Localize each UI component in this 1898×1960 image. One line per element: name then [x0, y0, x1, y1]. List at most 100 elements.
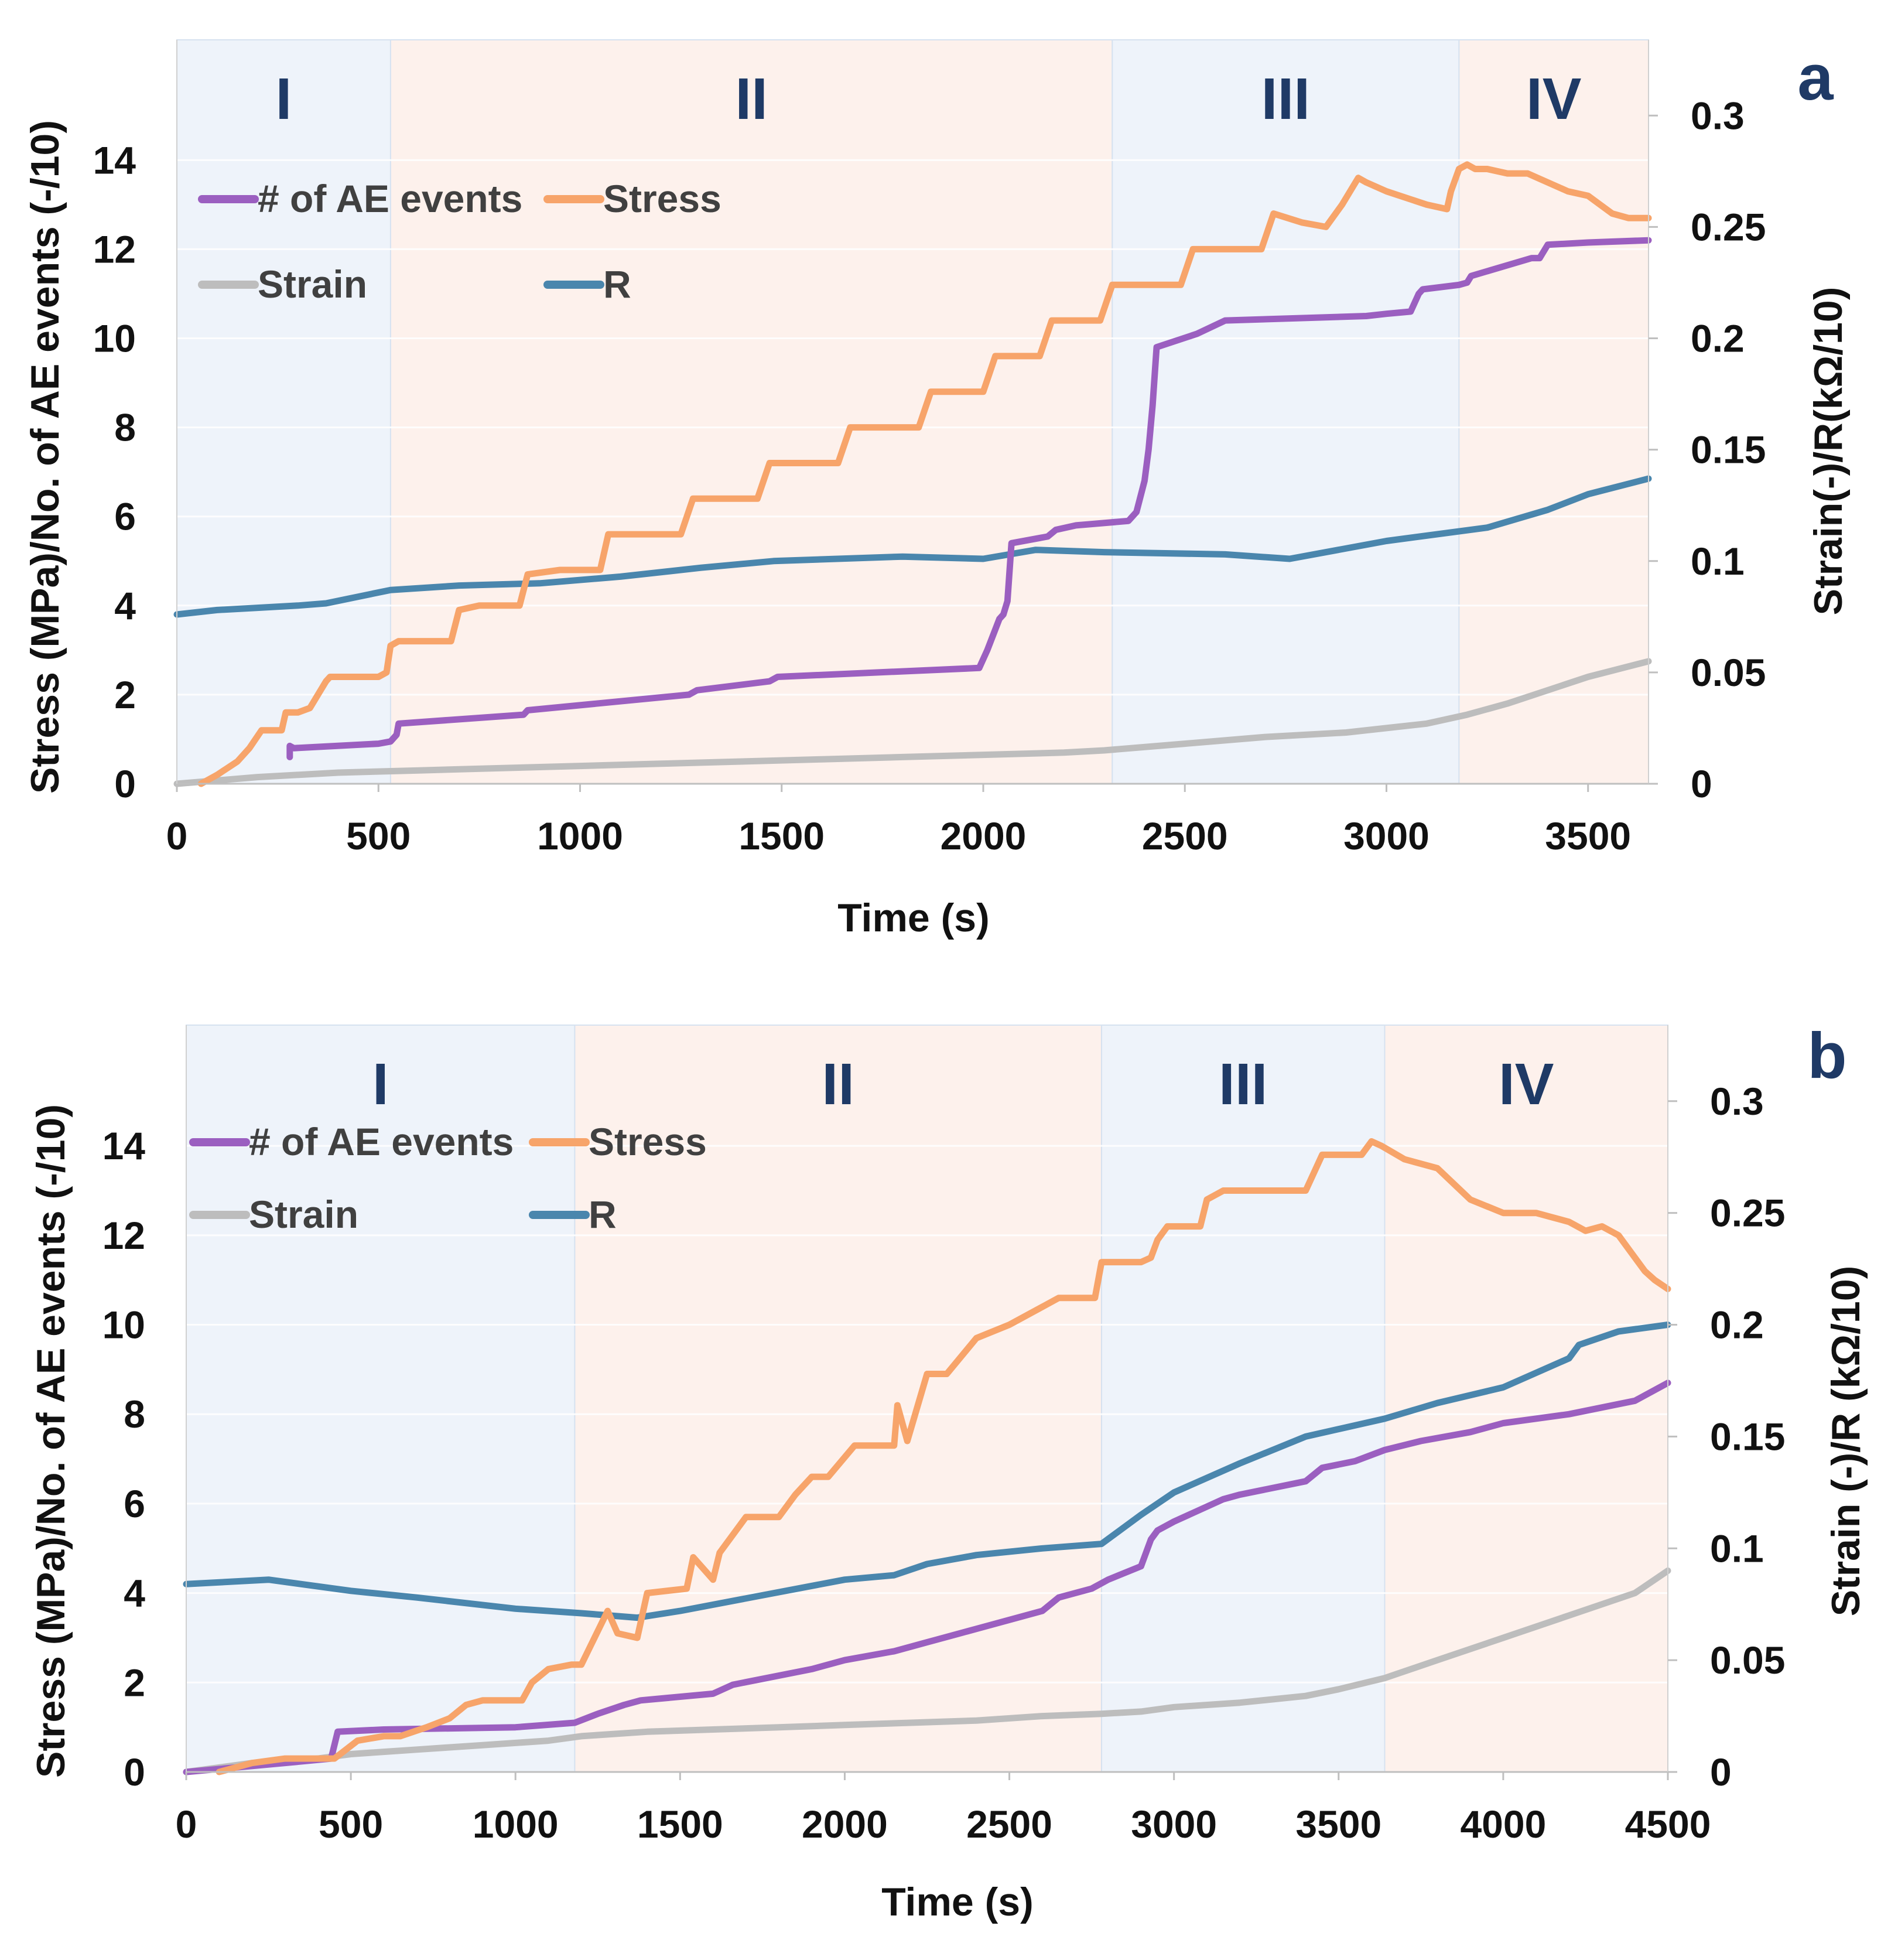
x-tick-label: 2000	[941, 814, 1027, 858]
x-tick-label: 1000	[473, 1802, 559, 1846]
series-line-r	[183, 1322, 1671, 1621]
right-y-tick-label: 0.25	[1710, 1191, 1785, 1235]
right-y-tick-label: 0.15	[1710, 1415, 1785, 1458]
series-lines	[183, 1138, 1671, 1775]
phase-label-I: I	[372, 1051, 389, 1117]
left-y-tick-label: 6	[124, 1482, 145, 1525]
left-y-tick-label: 2	[124, 1661, 145, 1704]
x-axis-title: Time (s)	[837, 896, 989, 940]
x-tick-label: 4000	[1460, 1802, 1546, 1846]
phase-region-II	[574, 1025, 1102, 1773]
phase-region-IV	[1458, 39, 1649, 784]
x-tick-label: 3500	[1545, 814, 1631, 858]
left-y-tick-label: 10	[102, 1303, 145, 1347]
panel-b: 0 500 1000 1500 2000 2500 3000 3500 4000 4500 0 2 4…	[29, 1020, 1868, 1924]
right-y-tick-label: 0.1	[1710, 1527, 1764, 1570]
phase-region-III	[1112, 39, 1460, 784]
x-tick-label: 1500	[637, 1802, 723, 1846]
gridlines	[186, 1145, 1668, 1684]
right-y-tick-label: 0.05	[1710, 1638, 1785, 1682]
legend-label-stress: Stress	[603, 177, 721, 220]
phase-label-III: III	[1261, 66, 1310, 132]
legend-label-r: R	[603, 262, 631, 306]
x-tick-labels: 0 500 1000 1500 2000 2500 3000 3500 4000 4500	[176, 1772, 1711, 1846]
legend-label-r: R	[589, 1193, 617, 1236]
right-y-tick-label: 0.2	[1691, 317, 1745, 360]
left-y-tick-label: 8	[124, 1392, 145, 1436]
right-y-tick-label: 0.25	[1691, 205, 1766, 248]
left-y-tick-label: 8	[114, 406, 136, 449]
phase-labels: I II III IV	[372, 1051, 1554, 1117]
phase-region-III	[1100, 1025, 1386, 1773]
legend-label-strain: Strain	[249, 1193, 358, 1236]
right-y-axis-title: Strain (-)/R (kΩ/10)	[1824, 1266, 1868, 1617]
axes	[176, 40, 1649, 785]
right-y-tick-label: 0.2	[1710, 1303, 1764, 1347]
series-line-r	[173, 475, 1652, 618]
series-line-ae	[286, 237, 1652, 760]
x-tick-labels: 0 500 1000 1500 2000 2500 3000 3500	[166, 784, 1631, 858]
right-y-tick-labels: 0 0.05 0.1 0.15 0.2 0.25 0.3	[1668, 1080, 1785, 1794]
left-y-tick-label: 12	[93, 227, 136, 271]
phase-labels: I II III IV	[276, 66, 1582, 132]
phase-label-I: I	[276, 66, 292, 132]
axes	[186, 1025, 1668, 1773]
phase-label-II: II	[735, 66, 768, 132]
x-tick-label: 0	[176, 1802, 197, 1846]
left-y-tick-label: 14	[93, 138, 136, 182]
right-y-tick-label: 0.1	[1691, 539, 1745, 583]
phase-label-III: III	[1219, 1051, 1267, 1117]
series-line-stress	[216, 1138, 1671, 1775]
x-tick-label: 1000	[537, 814, 623, 858]
left-y-tick-labels: 0 2 4 6 8 10 12 14	[102, 1124, 146, 1794]
phase-label-IV: IV	[1499, 1051, 1554, 1117]
phase-region-I	[176, 39, 391, 784]
legend: # of AE events Stress Strain R	[198, 177, 721, 306]
series-line-strain	[183, 1567, 1671, 1775]
left-y-tick-label: 4	[124, 1572, 145, 1615]
series-line-ae	[183, 1379, 1671, 1775]
left-y-tick-label: 2	[114, 673, 136, 716]
panel-a: 0 500 1000 1500 2000 2500 3000 3500 0 2 4 6 8 10 12 14…	[23, 39, 1851, 940]
x-axis-title: Time (s)	[881, 1880, 1033, 1924]
x-tick-label: 500	[346, 814, 411, 858]
phase-region-I	[186, 1025, 576, 1773]
left-y-tick-label: 12	[102, 1214, 145, 1257]
x-tick-label: 1500	[738, 814, 825, 858]
x-tick-label: 3000	[1343, 814, 1430, 858]
phase-backgrounds	[176, 39, 1649, 784]
series-line-stress	[197, 161, 1652, 787]
phase-region-II	[389, 39, 1113, 784]
phase-backgrounds	[186, 1025, 1668, 1773]
right-y-tick-label: 0.15	[1691, 428, 1766, 472]
x-tick-label: 4500	[1625, 1802, 1711, 1846]
left-y-tick-label: 0	[124, 1750, 145, 1794]
left-y-tick-label: 6	[114, 495, 136, 538]
x-tick-label: 0	[166, 814, 188, 858]
left-y-tick-label: 4	[114, 584, 136, 627]
right-y-axis-title: Strain(-)/R(kΩ/10)	[1806, 287, 1851, 616]
left-y-tick-label: 10	[93, 317, 136, 360]
legend: # of AE events Stress Strain R	[189, 1120, 707, 1236]
right-y-tick-label: 0.05	[1691, 651, 1766, 694]
legend-label-ae: # of AE events	[258, 177, 522, 220]
left-y-tick-label: 14	[102, 1124, 146, 1167]
left-y-tick-label: 0	[114, 762, 136, 805]
left-y-tick-labels: 0 2 4 6 8 10 12 14	[93, 138, 136, 805]
right-y-tick-label: 0	[1710, 1750, 1732, 1794]
legend-label-ae: # of AE events	[249, 1120, 514, 1163]
legend-label-stress: Stress	[589, 1120, 707, 1163]
phase-label-II: II	[822, 1051, 854, 1117]
left-y-axis-title: Stress (MPa)/No. of AE events (-/10)	[29, 1104, 73, 1778]
series-line-strain	[173, 658, 1652, 787]
x-tick-label: 2500	[1142, 814, 1228, 858]
x-tick-label: 3000	[1131, 1802, 1217, 1846]
x-tick-label: 500	[319, 1802, 383, 1846]
x-tick-label: 3500	[1295, 1802, 1381, 1846]
right-y-tick-label: 0.3	[1710, 1080, 1764, 1123]
right-y-tick-labels: 0 0.05 0.1 0.15 0.2 0.25 0.3	[1649, 94, 1766, 805]
right-y-tick-label: 0.3	[1691, 94, 1745, 137]
phase-label-IV: IV	[1526, 66, 1582, 132]
phase-region-IV	[1384, 1025, 1668, 1773]
